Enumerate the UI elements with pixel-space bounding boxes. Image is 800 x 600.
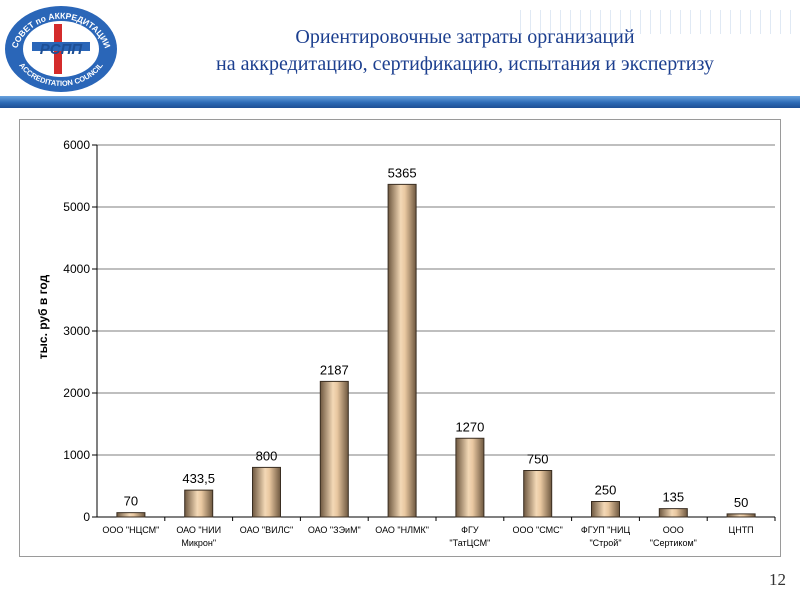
x-tick-label: ЦНТП (729, 525, 754, 535)
logo-center-text: РСПП (40, 41, 84, 58)
y-tick-label: 4000 (63, 262, 90, 276)
bar-value-label: 433,5 (182, 471, 215, 486)
bar-chart: 0 1000 2000 3000 4000 5000 6000 70 433,5 800 2187… (36, 138, 776, 548)
y-tick-label: 1000 (63, 448, 90, 462)
header-banner-stripe (0, 96, 800, 108)
bar-value-label: 50 (734, 495, 748, 510)
slide-title-line-1: Ориентировочные затраты организаций (295, 26, 635, 48)
slide-header: СОВЕТ по АККРЕДИТАЦИИ ACCREDITATION COUN… (0, 0, 800, 100)
header-grid-decoration (520, 10, 800, 34)
x-tick-label: ООО "НЦСМ" (102, 525, 159, 535)
x-tick-label: ФГУ "ТатЦСМ" (449, 525, 490, 548)
y-tick-label: 5000 (63, 200, 90, 214)
bar-value-label: 2187 (320, 362, 349, 377)
bar-value-label: 70 (124, 494, 138, 509)
x-tick-label: ООО "СМС" (513, 525, 563, 535)
x-tick-label: ОАО "ЗЭиМ" (308, 525, 361, 535)
bar-value-label: 250 (595, 483, 617, 498)
x-tick-label: ОАО "ВИЛС" (240, 525, 293, 535)
bar (726, 513, 756, 518)
x-tick-label: ФГУП "НИЦ "Строй" (581, 525, 631, 548)
accreditation-council-logo: СОВЕТ по АККРЕДИТАЦИИ ACCREDITATION COUN… (5, 6, 117, 92)
x-tick-label: ОАО "НЛМК" (375, 525, 429, 535)
chart-frame: 0 1000 2000 3000 4000 5000 6000 70 433,5 800 2187… (19, 119, 781, 557)
bar (523, 470, 553, 518)
bar-value-label: 750 (527, 452, 549, 467)
y-tick-label: 6000 (63, 138, 90, 152)
bar (252, 466, 281, 518)
bar (184, 489, 214, 518)
y-tick-label: 0 (83, 510, 90, 524)
bar (455, 437, 485, 518)
y-tick-label: 3000 (63, 324, 90, 338)
y-tick-label: 2000 (63, 386, 90, 400)
y-axis-label: тыс. руб в год (36, 274, 50, 359)
x-tick-label: ООО "Сертиком" (650, 525, 697, 548)
bar-value-label: 5365 (388, 165, 417, 180)
bar-value-label: 135 (662, 490, 684, 505)
bar (591, 501, 620, 518)
bar (387, 183, 417, 518)
bar (116, 512, 146, 518)
x-tick-label: ОАО "НИИ Микрон" (176, 525, 221, 548)
bar (658, 508, 688, 518)
page-number: 12 (769, 570, 786, 589)
bar (319, 380, 349, 518)
bar-value-label: 800 (256, 448, 278, 463)
bar-value-label: 1270 (455, 419, 484, 434)
slide-title-line-2: на аккредитацию, сертификацию, испытания… (216, 53, 714, 75)
